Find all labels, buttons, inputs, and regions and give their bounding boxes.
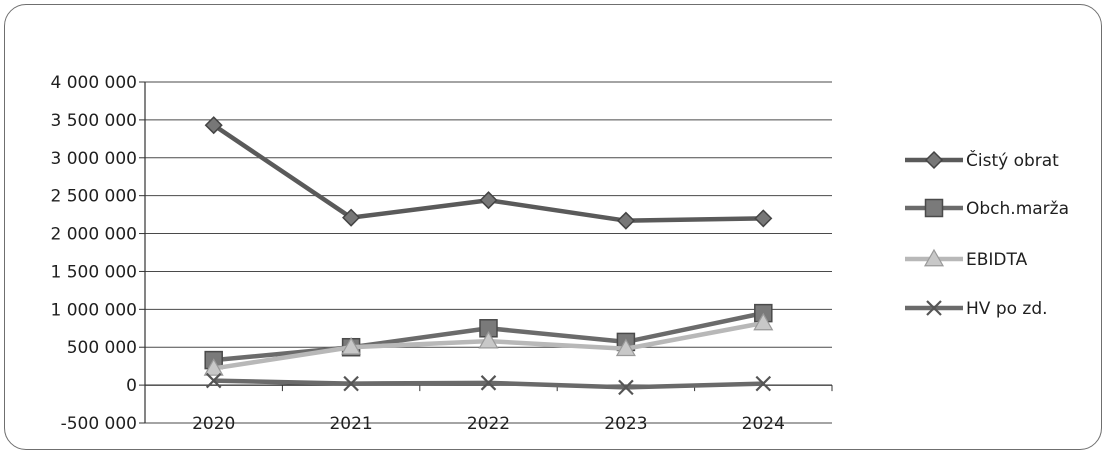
data-point bbox=[753, 312, 774, 331]
y-tick-label: 3 000 000 bbox=[50, 149, 137, 169]
legend-swatch-marker bbox=[924, 150, 944, 170]
y-tick-label: -500 000 bbox=[61, 414, 137, 434]
legend-item: HV po zd. bbox=[905, 299, 1048, 319]
chart-frame bbox=[4, 4, 1102, 450]
legend-label: EBIDTA bbox=[966, 250, 1028, 270]
data-point bbox=[204, 116, 223, 135]
series-0 bbox=[204, 116, 773, 230]
data-point bbox=[615, 338, 636, 357]
series-2 bbox=[203, 312, 774, 376]
legend: Čistý obrat Obch.marža EBIDTA HV po zd. bbox=[905, 149, 1069, 319]
y-tick-label: 1 000 000 bbox=[50, 300, 137, 320]
x-tick-label: 2024 bbox=[742, 414, 785, 434]
legend-swatch-marker bbox=[924, 198, 944, 218]
legend-swatch-marker bbox=[923, 248, 945, 267]
y-tick-label: 2 000 000 bbox=[50, 225, 137, 245]
grid-lines bbox=[145, 81, 832, 424]
x-tick-labels: 2020 2021 2022 2023 2024 bbox=[192, 414, 785, 434]
y-tick-label: 2 500 000 bbox=[50, 187, 137, 207]
axes bbox=[139, 81, 833, 424]
legend-item: EBIDTA bbox=[905, 248, 1028, 270]
data-point bbox=[754, 209, 773, 228]
data-point bbox=[616, 211, 635, 230]
y-tick-label: 4 000 000 bbox=[50, 73, 137, 93]
legend-label: Čistý obrat bbox=[966, 149, 1059, 171]
x-tick-label: 2023 bbox=[604, 414, 647, 434]
data-point bbox=[755, 375, 772, 392]
data-point bbox=[205, 372, 222, 389]
data-point bbox=[618, 379, 634, 396]
y-tick-label: 0 bbox=[126, 376, 137, 396]
legend-label: HV po zd. bbox=[966, 299, 1048, 319]
data-point bbox=[478, 330, 499, 349]
x-tick-label: 2021 bbox=[329, 414, 372, 434]
data-point bbox=[479, 191, 498, 210]
series-3 bbox=[205, 372, 772, 396]
y-tick-label: 3 500 000 bbox=[50, 111, 137, 131]
data-point bbox=[343, 375, 359, 392]
y-tick-label: 500 000 bbox=[67, 338, 137, 358]
data-point bbox=[480, 375, 497, 391]
series-group bbox=[203, 116, 774, 396]
x-tick-label: 2020 bbox=[192, 414, 235, 434]
legend-swatch-marker bbox=[926, 300, 942, 316]
legend-item: Čistý obrat bbox=[905, 149, 1059, 171]
y-tick-label: 1 500 000 bbox=[50, 262, 137, 282]
legend-label: Obch.marža bbox=[966, 199, 1069, 219]
y-tick-labels: 4 000 000 3 500 000 3 000 000 2 500 000 2 00… bbox=[50, 73, 137, 434]
x-tick-label: 2022 bbox=[467, 414, 510, 434]
legend-item: Obch.marža bbox=[905, 198, 1069, 219]
data-point bbox=[341, 337, 362, 355]
data-point bbox=[203, 358, 224, 376]
data-point bbox=[342, 208, 361, 227]
